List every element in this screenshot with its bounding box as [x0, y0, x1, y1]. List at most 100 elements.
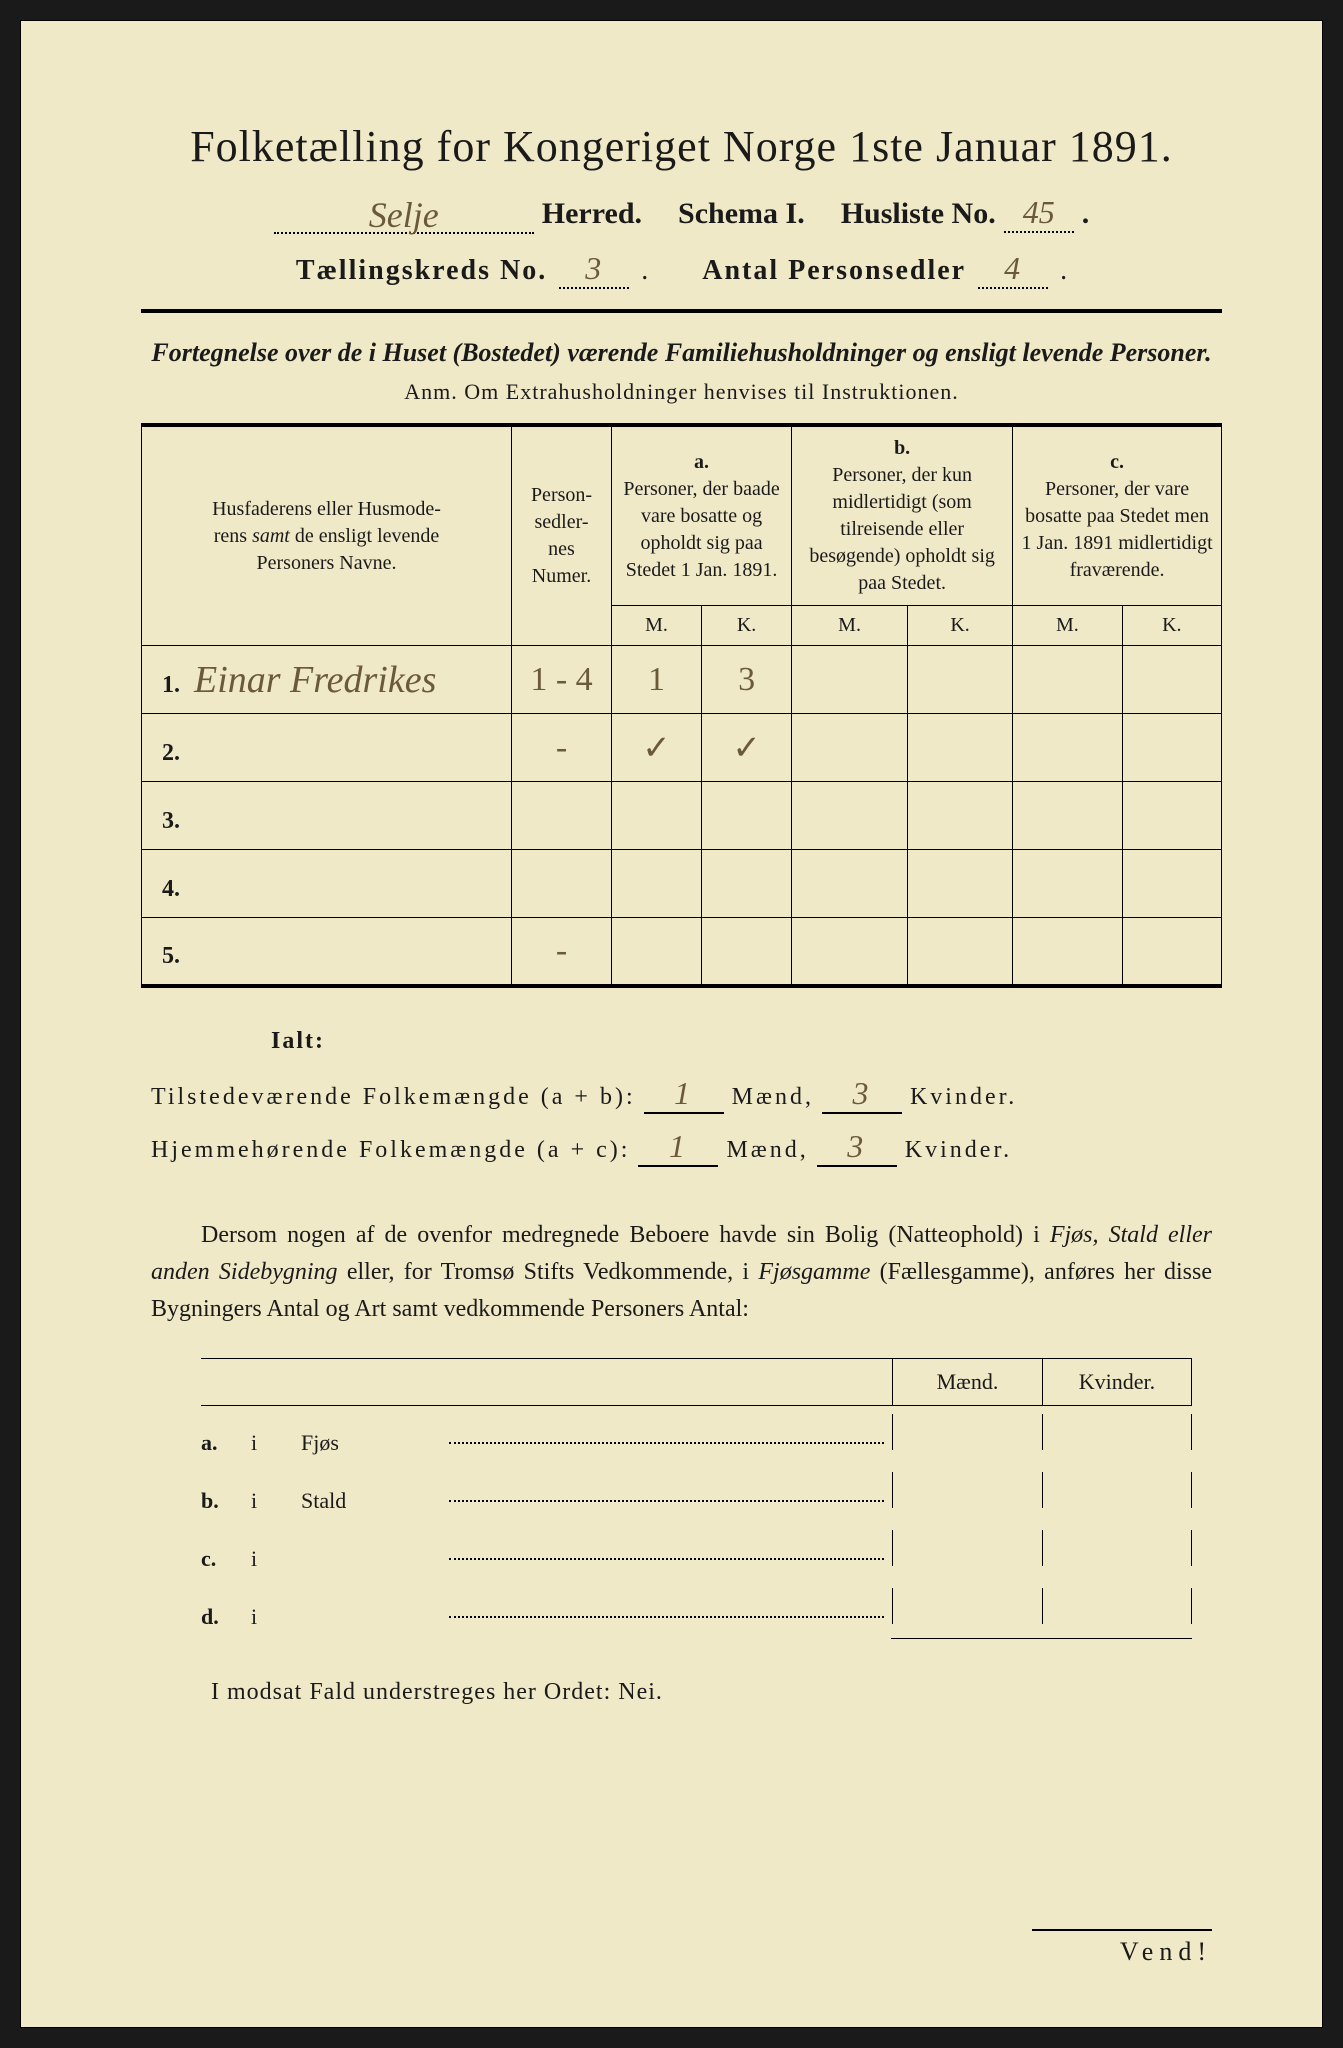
kreds-blank: 3 [559, 250, 629, 289]
table-row: 2. - ✓ ✓ [142, 714, 1222, 782]
bt-hdr-maend: Mænd. [892, 1359, 1042, 1405]
maend-label-2: Mænd, [726, 1137, 808, 1164]
th-a-m: M. [612, 606, 702, 646]
br-side-m [892, 1414, 1042, 1450]
cell-a-k [702, 918, 792, 986]
cell-a-m: 1 [612, 646, 702, 714]
table-row: 1.Einar Fredrikes 1 - 4 1 3 [142, 646, 1222, 714]
anm-note: Anm. Om Extrahusholdninger henvises til … [141, 379, 1222, 405]
cell-c-m [1013, 918, 1123, 986]
header-line-2: Selje Herred. Schema I. Husliste No. 45 … [141, 190, 1222, 234]
kreds-label: Tællingskreds No. [296, 255, 547, 287]
husliste-label: Husliste No. [841, 197, 996, 231]
table-row: 5. - [142, 918, 1222, 986]
cell-a-k: 3 [702, 646, 792, 714]
cell-c-m [1013, 646, 1123, 714]
br-side-m [892, 1472, 1042, 1508]
schema-label: Schema I. [678, 197, 805, 231]
cell-name: 4. [142, 850, 512, 918]
cell-name: 5. [142, 918, 512, 986]
bt-bottom-rule [891, 1638, 1192, 1639]
cell-numer [512, 782, 612, 850]
ialt-row-1: Tilstedeværende Folkemængde (a + b): 1 M… [151, 1075, 1212, 1114]
building-row: b. i Stald [201, 1464, 1192, 1522]
br-dots [449, 1558, 884, 1560]
br-dots [449, 1442, 884, 1444]
cell-a-m [612, 918, 702, 986]
th-names: Husfaderens eller Husmode-rens samt de e… [142, 425, 512, 646]
building-header: Mænd. Kvinder. [201, 1358, 1192, 1406]
ialt-block: Ialt: Tilstedeværende Folkemængde (a + b… [151, 1028, 1212, 1167]
br-label: a. [201, 1430, 251, 1456]
br-name: Fjøs [301, 1430, 441, 1456]
cell-b-k [908, 850, 1013, 918]
herred-label: Herred. [542, 197, 642, 231]
br-name: Stald [301, 1488, 441, 1514]
ialt-r2-k: 3 [847, 1128, 866, 1164]
husliste-value: 45 [1023, 194, 1055, 230]
cell-b-m [792, 714, 908, 782]
herred-value: Selje [369, 195, 439, 235]
br-side-k [1042, 1588, 1192, 1624]
cell-b-k [908, 646, 1013, 714]
maend-label: Mænd, [732, 1084, 814, 1111]
br-side-m [892, 1588, 1042, 1624]
kreds-value: 3 [585, 250, 603, 286]
cell-c-k [1122, 918, 1221, 986]
building-row: d. i [201, 1580, 1192, 1638]
ialt-row2-label: Hjemmehørende Folkemængde (a + c): [151, 1137, 630, 1164]
building-paragraph: Dersom nogen af de ovenfor medregnede Be… [151, 1217, 1212, 1329]
br-label: b. [201, 1488, 251, 1514]
main-census-table: Husfaderens eller Husmode-rens samt de e… [141, 423, 1222, 988]
cell-c-k [1122, 646, 1221, 714]
cell-a-k: ✓ [702, 714, 792, 782]
cell-b-m [792, 782, 908, 850]
nei-line: I modsat Fald understreges her Ordet: Ne… [211, 1679, 1212, 1706]
cell-name: 1.Einar Fredrikes [142, 646, 512, 714]
th-col-c: c. Personer, der vare bosatte paa Stedet… [1013, 425, 1222, 606]
cell-numer: - [512, 714, 612, 782]
personsedler-value: 4 [1004, 250, 1022, 286]
kvinder-label: Kvinder. [910, 1084, 1017, 1111]
cell-b-m [792, 850, 908, 918]
rule-1 [141, 309, 1222, 313]
th-col-b: b. Personer, der kun midlertidigt (som t… [792, 425, 1013, 606]
census-form-page: Folketælling for Kongeriget Norge 1ste J… [20, 20, 1323, 2028]
br-label: c. [201, 1546, 251, 1572]
cell-c-k [1122, 714, 1221, 782]
building-row: a. i Fjøs [201, 1406, 1192, 1464]
cell-b-m [792, 646, 908, 714]
personsedler-label: Antal Personsedler [702, 255, 966, 287]
cell-b-k [908, 782, 1013, 850]
cell-c-m [1013, 714, 1123, 782]
form-title: Folketælling for Kongeriget Norge 1ste J… [141, 121, 1222, 172]
cell-numer: 1 - 4 [512, 646, 612, 714]
personsedler-blank: 4 [978, 250, 1048, 289]
husliste-blank: 45 [1004, 194, 1074, 233]
th-b-k: K. [908, 606, 1013, 646]
br-side-k [1042, 1414, 1192, 1450]
th-b-m: M. [792, 606, 908, 646]
br-side-k [1042, 1472, 1192, 1508]
kvinder-label-2: Kvinder. [905, 1137, 1012, 1164]
th-a-k: K. [702, 606, 792, 646]
cell-c-m [1013, 782, 1123, 850]
building-row: c. i [201, 1522, 1192, 1580]
cell-a-m [612, 850, 702, 918]
cell-b-m [792, 918, 908, 986]
herred-blank: Selje [274, 190, 534, 234]
cell-a-k [702, 782, 792, 850]
header-line-3: Tællingskreds No. 3 . Antal Personsedler… [141, 250, 1222, 289]
cell-name: 3. [142, 782, 512, 850]
th-col-a: a. Personer, der baade vare bosatte og o… [612, 425, 792, 606]
building-table: Mænd. Kvinder. a. i Fjøs b. i Stald c. i… [201, 1358, 1192, 1639]
ialt-title: Ialt: [271, 1028, 1212, 1055]
br-label: d. [201, 1604, 251, 1630]
cell-name: 2. [142, 714, 512, 782]
ialt-r1-k: 3 [852, 1075, 871, 1111]
br-side-m [892, 1530, 1042, 1566]
th-numer: Person-sedler-nesNumer. [512, 425, 612, 646]
th-c-m: M. [1013, 606, 1123, 646]
br-dots [449, 1500, 884, 1502]
br-i: i [251, 1546, 301, 1572]
